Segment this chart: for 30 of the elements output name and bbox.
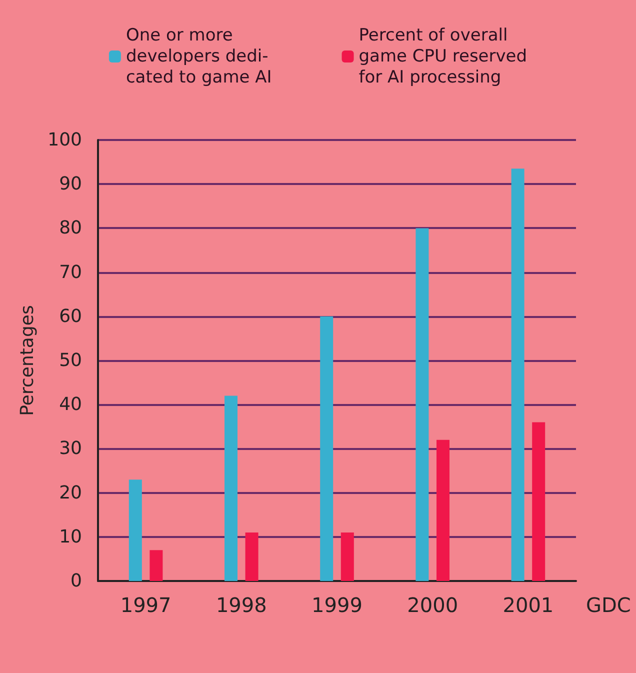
x-tick-label: 1998	[216, 593, 267, 617]
bar	[340, 532, 354, 581]
y-tick-label: 100	[48, 130, 82, 150]
bar	[320, 316, 334, 581]
x-tick-label: 2001	[502, 593, 554, 617]
y-tick-label: 0	[70, 570, 82, 592]
y-tick-label: 50	[59, 350, 82, 371]
legend-label: Percent of overall game CPU reserved for AI processing	[358, 26, 528, 88]
y-tick-label: 90	[59, 174, 82, 195]
y-tick-label: 80	[59, 218, 82, 239]
y-tick-label: 70	[59, 262, 82, 283]
bar	[150, 550, 163, 581]
bar	[245, 532, 258, 581]
x-axis-title: GDC	[586, 593, 631, 617]
y-tick-label: 30	[59, 438, 82, 460]
bar	[436, 440, 450, 581]
bar	[224, 396, 238, 581]
x-tick-label: 2000	[407, 593, 458, 617]
y-tick-label: 10	[59, 526, 82, 548]
y-tick-label: 60	[59, 306, 82, 327]
bar	[511, 168, 524, 581]
bar	[416, 228, 429, 581]
bar	[128, 480, 142, 581]
y-tick-label: 40	[59, 394, 82, 416]
y-tick-label: 20	[59, 482, 82, 504]
bar	[532, 422, 546, 581]
x-tick-label: 1999	[312, 593, 362, 617]
y-axis-title: Percentages	[17, 305, 38, 416]
legend-label: One or more developers dedi- cated to game AI	[126, 26, 272, 88]
x-tick-label: 1997	[120, 593, 172, 617]
